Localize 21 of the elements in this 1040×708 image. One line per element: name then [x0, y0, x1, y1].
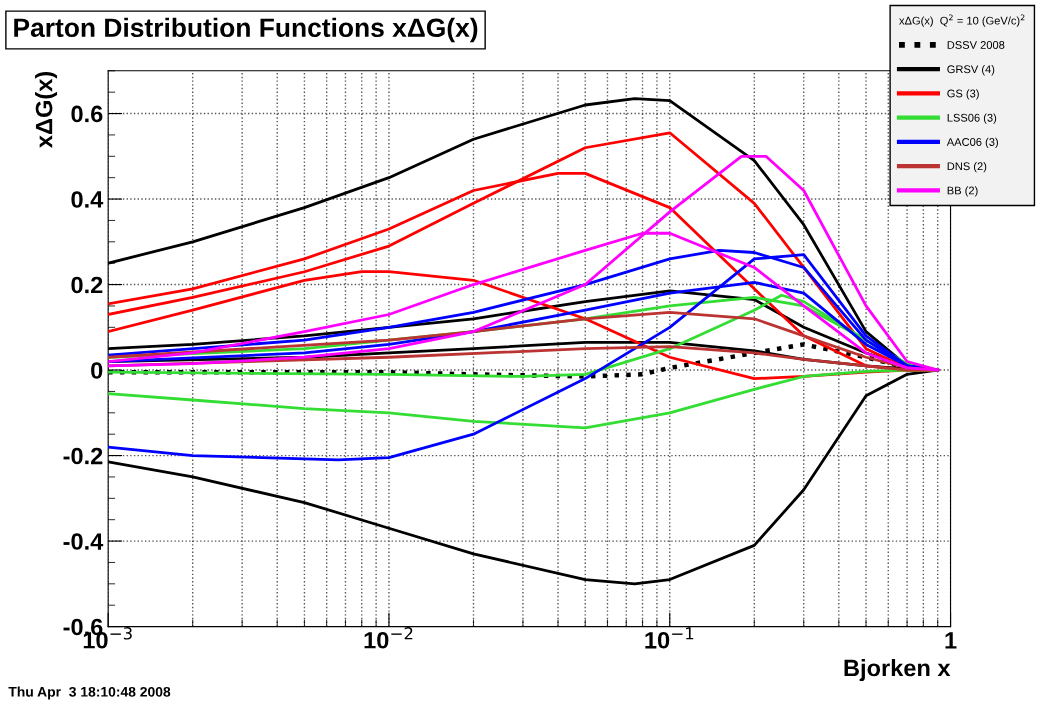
y-tick-label: 0.6 [71, 105, 103, 123]
legend-label: DNS (2) [947, 162, 987, 173]
x-tick-label: 1 [945, 632, 957, 649]
legend-label: GRSV (4) [947, 65, 995, 76]
y-tick-label: 0 [91, 362, 103, 379]
y-tick-label: -0.4 [63, 533, 104, 550]
x-tick-label: 10$^{−1}$ [645, 627, 694, 649]
y-tick-label: 0.2 [71, 276, 103, 294]
text: Thu Apr 3 18:10:48 2008 [8, 686, 171, 700]
legend-label: AAC06 (3) [946, 137, 998, 149]
chart-title: Parton Distribution Functions xΔG(x) [14, 17, 478, 43]
x-axis-title: Bjorken x [844, 659, 951, 682]
legend-label: LSS06 (3) [947, 113, 997, 124]
x-tick-label: 10$^{−2}$ [364, 627, 413, 649]
y-axis-title: xΔG(x) [35, 71, 58, 148]
legend-label: GS (3) [947, 89, 979, 100]
y-tick-label: 0.4 [71, 191, 104, 208]
y-tick-label: -0.2 [63, 447, 103, 465]
legend-label: BB (2) [947, 186, 978, 197]
legend-title: xΔG(x) Q$^{2}$ = 10 (GeV/c)$^{2}$ [899, 14, 1025, 27]
legend-label: DSSV 2008 [947, 41, 1005, 49]
